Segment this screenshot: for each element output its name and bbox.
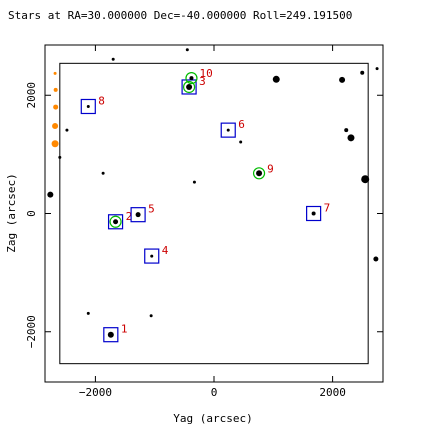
x-axis-label: Yag (arcsec) <box>173 412 252 425</box>
star-point <box>344 128 349 133</box>
catalog-label-9: 9 <box>267 162 274 175</box>
star-point <box>47 191 54 198</box>
catalog-star-2 <box>113 219 119 225</box>
field-of-view-box <box>59 62 369 365</box>
y-tick-label: 0 <box>25 210 38 217</box>
catalog-label-7: 7 <box>324 202 331 215</box>
bad-star-point <box>52 122 59 129</box>
star-point <box>192 180 196 184</box>
bad-star-point <box>53 71 57 75</box>
guide-box-2 <box>107 214 124 230</box>
catalog-star-6 <box>226 128 230 132</box>
star-point <box>185 48 189 52</box>
catalog-label-8: 8 <box>98 94 105 107</box>
star-point <box>239 140 243 144</box>
acq-circle-9 <box>252 167 266 180</box>
catalog-label-10: 10 <box>199 67 212 80</box>
bad-star-point <box>53 87 58 92</box>
star-point <box>375 67 379 71</box>
star-point <box>65 128 69 132</box>
catalog-star-10 <box>189 76 194 81</box>
catalog-star-1 <box>107 331 114 338</box>
x-tick-label: 2000 <box>319 386 346 399</box>
x-tick-label: −2000 <box>79 386 112 399</box>
catalog-label-4: 4 <box>162 244 169 257</box>
acq-circle-2 <box>109 215 122 228</box>
catalog-star-5 <box>135 212 141 218</box>
catalog-star-7 <box>311 211 316 216</box>
catalog-label-5: 5 <box>148 203 155 216</box>
star-point <box>361 175 370 184</box>
catalog-label-1: 1 <box>121 323 128 336</box>
catalog-label-3: 3 <box>199 75 206 88</box>
star-point <box>86 311 90 315</box>
guide-box-5 <box>130 207 146 223</box>
star-point <box>373 256 379 262</box>
axes: −2000 0 2000 −2000 0 2000 <box>25 44 384 399</box>
catalog-layer: 1 2 3 4 5 6 7 8 9 10 <box>80 67 331 343</box>
star-point <box>339 76 346 83</box>
guide-box-6 <box>220 122 236 138</box>
star-point <box>360 70 365 75</box>
catalog-star-8 <box>86 104 90 108</box>
catalog-star-9 <box>256 170 263 177</box>
x-tick-label: 0 <box>211 386 218 399</box>
chart-title: Stars at RA=30.000000 Dec=-40.000000 Rol… <box>8 9 352 22</box>
catalog-star-3 <box>186 83 193 90</box>
y-tick-label: 2000 <box>25 82 38 109</box>
guide-box-1 <box>103 327 119 343</box>
stars-layer <box>47 48 379 318</box>
star-point <box>347 134 355 142</box>
guide-box-4 <box>144 248 160 264</box>
plot-frame <box>44 44 384 383</box>
catalog-label-6: 6 <box>238 118 245 131</box>
bad-star-point <box>51 140 59 148</box>
star-point <box>58 155 62 159</box>
guide-box-7 <box>306 205 322 222</box>
acq-circle-3 <box>182 80 196 94</box>
star-point <box>111 57 115 61</box>
star-point <box>272 75 280 83</box>
y-tick-label: −2000 <box>25 315 38 348</box>
y-axis-label: Zag (arcsec) <box>5 173 18 252</box>
catalog-star-4 <box>150 254 154 258</box>
star-point <box>101 171 105 175</box>
catalog-label-2: 2 <box>126 210 133 223</box>
guide-box-8 <box>80 98 96 115</box>
star-point <box>149 314 153 318</box>
bad-star-point <box>53 104 59 110</box>
guide-box-3 <box>181 79 197 95</box>
acq-circle-10 <box>185 72 198 85</box>
